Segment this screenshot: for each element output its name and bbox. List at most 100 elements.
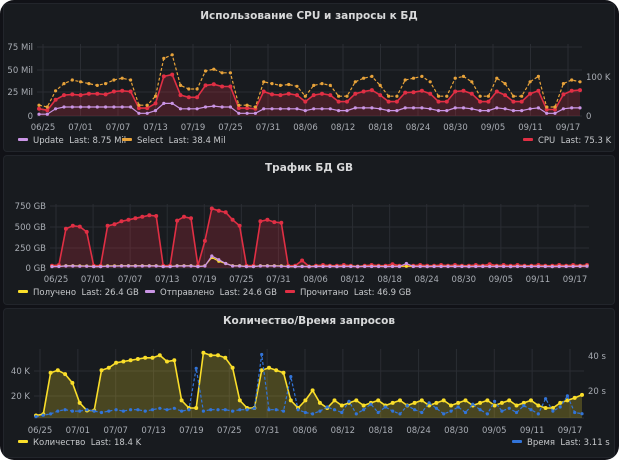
legend-item-received[interactable]: Получено Last: 26.4 GB — [18, 288, 139, 298]
data-point — [104, 82, 108, 86]
legend-item-time[interactable]: Время Last: 3.11 s — [512, 438, 610, 448]
data-point — [545, 105, 549, 109]
data-point — [56, 409, 60, 413]
data-point — [570, 106, 574, 110]
x-tick-label: 08/06 — [293, 426, 318, 436]
data-point — [195, 107, 199, 111]
data-point — [411, 264, 415, 269]
x-tick-label: 09/11 — [520, 426, 545, 436]
data-point — [342, 264, 346, 269]
legend-item-select[interactable]: Select Last: 38.4 Mil — [122, 136, 226, 146]
data-point — [48, 370, 53, 375]
data-point — [278, 107, 282, 111]
y-right-tick-label: 20 s — [588, 387, 607, 397]
data-point — [529, 408, 533, 412]
panel-query-count-time[interactable]: Количество/Время запросов 06/25 07/01 07/0… — [3, 308, 615, 458]
data-point — [520, 94, 524, 98]
data-point — [478, 400, 483, 405]
data-point — [272, 220, 277, 225]
y-left-tick-label: 25 Mil — [7, 88, 33, 98]
legend-item-sent[interactable]: Отправлено Last: 24.6 GB — [145, 288, 277, 298]
panel-db-traffic[interactable]: Трафик БД GB 06/25 07/01 07/07 07/13 07/19 07… — [3, 155, 615, 305]
panel-title[interactable]: Трафик БД GB — [265, 162, 353, 174]
data-point — [270, 92, 274, 97]
data-point — [411, 76, 416, 80]
legend-item-update[interactable]: Update Last: 8.75 Mil — [18, 136, 126, 146]
data-point — [114, 360, 119, 365]
data-point — [370, 106, 374, 110]
data-point — [311, 93, 316, 98]
data-point — [95, 91, 100, 96]
data-point — [428, 80, 432, 84]
chart-db-traffic: 06/25 07/01 07/07 07/13 07/19 07/25 07/31 08/06… — [15, 202, 589, 285]
legend-item-read[interactable]: Прочитано Last: 46.9 GB — [285, 288, 411, 298]
x-tick-label: 09/05 — [482, 426, 507, 436]
data-point — [128, 89, 133, 94]
data-point — [345, 109, 349, 113]
data-point — [224, 261, 228, 266]
data-point — [153, 94, 158, 98]
data-point — [288, 398, 293, 403]
legend-item-count[interactable]: Количество Last: 18.4 K — [18, 438, 141, 448]
x-tick-label: 08/12 — [340, 275, 365, 285]
data-point — [390, 400, 395, 405]
data-point — [136, 408, 140, 412]
data-point — [262, 107, 266, 111]
data-point — [178, 107, 183, 111]
data-point — [79, 105, 83, 109]
legend-swatch — [18, 440, 28, 443]
y-right-tick-label: 100 K — [586, 73, 611, 83]
x-tick-label: 06/25 — [31, 123, 56, 133]
data-point — [182, 214, 186, 219]
data-point — [295, 107, 299, 111]
data-point — [461, 88, 466, 93]
data-point — [153, 101, 158, 106]
panel-cpu-queries[interactable]: Использование CPU и запросы к БД 06/25 07… — [3, 3, 615, 152]
data-point — [106, 365, 111, 370]
data-point — [112, 264, 117, 268]
data-point — [272, 264, 276, 268]
data-point — [121, 359, 126, 364]
data-point — [486, 94, 490, 98]
data-point — [460, 264, 464, 269]
data-point — [553, 107, 557, 112]
panel-title[interactable]: Количество/Время запросов — [222, 315, 396, 327]
data-point — [295, 84, 299, 88]
legend-swatch — [285, 290, 295, 293]
data-point — [303, 99, 308, 104]
data-point — [85, 408, 89, 412]
data-point — [522, 404, 526, 408]
data-point — [420, 106, 424, 110]
data-point — [244, 265, 249, 269]
panel-title[interactable]: Использование CPU и запросы к БД — [200, 10, 418, 22]
data-point — [434, 400, 439, 405]
data-point — [203, 69, 208, 73]
data-point — [511, 99, 516, 104]
data-point — [578, 80, 582, 84]
data-point — [413, 408, 417, 412]
x-tick-label: 09/17 — [556, 123, 581, 133]
data-point — [45, 105, 49, 109]
data-point — [77, 224, 82, 229]
data-point — [216, 408, 220, 412]
data-point — [45, 108, 50, 113]
data-point — [478, 408, 482, 412]
data-point — [514, 403, 519, 408]
data-point — [565, 394, 570, 398]
x-tick-label: 07/07 — [106, 123, 131, 133]
data-point — [162, 101, 166, 105]
data-point — [53, 97, 58, 102]
data-point — [180, 409, 184, 413]
data-point — [453, 76, 457, 80]
data-point — [236, 106, 241, 111]
data-point — [92, 265, 96, 269]
data-point — [258, 264, 262, 268]
legend-swatch — [512, 440, 522, 443]
legend-item-cpu[interactable]: CPU Last: 75.3 K — [523, 136, 611, 146]
data-point — [170, 101, 174, 105]
y-left-tick-label: 20 K — [11, 392, 31, 402]
x-tick-label: 07/01 — [66, 426, 91, 436]
x-tick-label: 08/18 — [377, 275, 402, 285]
data-point — [558, 400, 563, 405]
data-point — [55, 368, 60, 373]
